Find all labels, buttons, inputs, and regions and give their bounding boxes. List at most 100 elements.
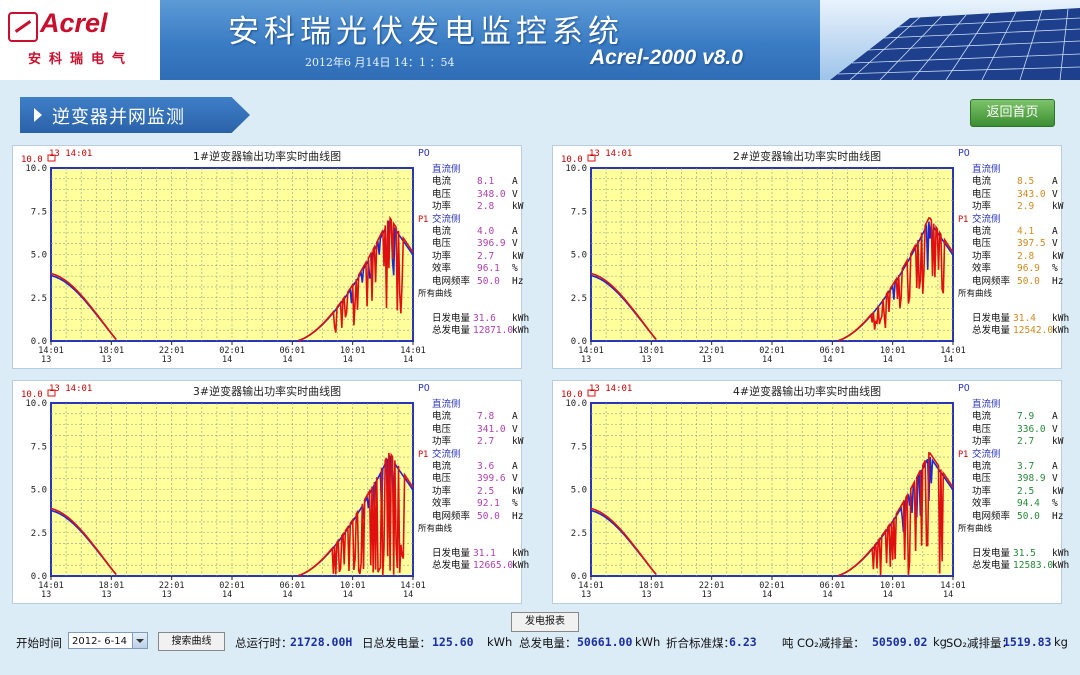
reading-ac-current: 电流 4.0 A: [418, 226, 521, 238]
coal-label: 折合标准煤：: [666, 636, 735, 650]
reading-dc-voltage: 电压 336.0 V: [958, 424, 1061, 436]
home-button[interactable]: 返回首页: [970, 99, 1055, 127]
reading-head-dc: 直流侧: [418, 164, 521, 176]
search-curve-button[interactable]: 搜索曲线: [158, 632, 225, 651]
reading-unit: V: [1052, 188, 1058, 200]
reading-value: 50.0: [477, 510, 500, 522]
reading-unit: A: [512, 176, 518, 188]
reading-label: 电压: [432, 238, 452, 250]
reading-unit: kW: [512, 436, 524, 448]
so2-value: 1519.83: [1003, 635, 1052, 649]
y-tick-label: 5.0: [571, 251, 587, 261]
reading-efficiency: 效率 94.4%: [958, 498, 1061, 510]
reading-unit: Hz: [1052, 275, 1064, 287]
ac-power-series: [590, 507, 657, 575]
chart-ymax-label: 10.0: [21, 155, 43, 165]
chevron-down-icon[interactable]: [132, 633, 147, 648]
reading-dc-voltage: 电压 348.0 V: [418, 189, 521, 201]
reading-value: 4.0: [477, 225, 495, 237]
reading-all-curves: 所有曲线: [958, 523, 1061, 535]
reading-value: 50.0: [477, 275, 500, 287]
co2-value: 50509.02: [872, 635, 928, 649]
y-tick-label: 5.0: [571, 486, 587, 496]
reading-head-ac: 交流侧 P1: [418, 214, 521, 226]
reading-unit: kW: [1052, 436, 1064, 448]
reading-unit: A: [512, 411, 518, 423]
daily-total-unit: kWh: [487, 635, 513, 649]
reading-label: 电流: [432, 176, 452, 188]
reading-unit: kW: [512, 485, 524, 497]
x-tick-label: 14:01: [400, 346, 426, 356]
reading-unit: kWh: [512, 560, 530, 572]
reading-unit: V: [512, 238, 518, 250]
reading-efficiency: 效率 92.1%: [418, 498, 521, 510]
reading-dc-current: 电流 8.1 A: [418, 176, 521, 188]
y-tick-label: 0.0: [571, 572, 587, 582]
so2-label: SO₂减排量：: [946, 636, 1013, 650]
reading-unit: kWh: [1052, 560, 1070, 572]
reading-dc-current: 电流 7.9 A: [958, 411, 1061, 423]
reading-label: 电流: [432, 460, 452, 472]
x-tick-day: 14: [762, 590, 772, 600]
reading-value: 12583.0: [1013, 560, 1054, 572]
x-tick-day: 14: [822, 590, 832, 600]
x-tick-label: 06:01: [820, 346, 846, 356]
reading-value: 3.7: [1017, 460, 1035, 472]
reading-value: 12665.0: [473, 560, 514, 572]
reading-value: 397.5: [1017, 238, 1046, 250]
reading-value: 12871.0: [473, 325, 514, 337]
reading-label: 总发电量: [972, 325, 1011, 337]
x-tick-day: 13: [702, 590, 712, 600]
reading-value: 96.9: [1017, 263, 1040, 275]
reading-value: 2.8: [477, 201, 495, 213]
ac-power-series: [298, 215, 414, 342]
reading-unit: %: [1052, 498, 1058, 510]
reading-unit: kWh: [512, 547, 530, 559]
ac-power-series: [590, 272, 657, 340]
reading-all-curves: 所有曲线: [418, 288, 521, 300]
reading-value: 336.0: [1017, 423, 1046, 435]
reading-dc-current: 电流 7.8 A: [418, 411, 521, 423]
y-tick-label: 0.0: [31, 572, 47, 582]
reading-unit: kWh: [512, 312, 530, 324]
x-tick-label: 10:01: [340, 346, 366, 356]
x-tick-day: 14: [883, 355, 893, 365]
x-tick-label: 06:01: [280, 581, 306, 591]
reading-label: 电网频率: [972, 275, 1011, 287]
reading-spacer: [958, 300, 1061, 312]
series-start-marker: [587, 154, 596, 162]
series-start-marker: [587, 389, 596, 397]
reading-group-label: 交流侧: [432, 448, 461, 460]
total-runtime-label: 总运行时：: [235, 636, 293, 650]
reading-value: 2.9: [1017, 201, 1035, 213]
report-button[interactable]: 发电报表: [511, 612, 579, 632]
reading-label: 电网频率: [432, 275, 471, 287]
chart-title: 1#逆变器输出功率实时曲线图: [192, 150, 342, 163]
x-tick-day: 14: [943, 590, 953, 600]
x-tick-label: 14:01: [578, 581, 604, 591]
total-runtime-value: 21728.00H: [290, 635, 353, 649]
x-tick-label: 06:01: [280, 346, 306, 356]
x-tick-day: 13: [641, 355, 651, 365]
p0-label: P0: [418, 148, 430, 159]
x-tick-day: 13: [41, 355, 51, 365]
coal-value: 6.23: [729, 635, 757, 649]
logo-text: Acrel: [40, 8, 108, 38]
x-tick-label: 10:01: [880, 581, 906, 591]
system-datetime: 2012年6 月14日 14：1 ：54: [305, 56, 455, 69]
arrow-right-icon: [34, 108, 42, 122]
footer-bar: 开始时间 2012- 6-14 搜索曲线 总运行时： 21728.00H 日总发…: [0, 630, 1080, 654]
reading-unit: %: [512, 498, 518, 510]
reading-spacer: [418, 300, 521, 312]
power-chart-2: 0.02.55.07.510.014:011318:011322:011302:…: [565, 154, 966, 365]
x-tick-label: 14:01: [940, 581, 966, 591]
y-tick-label: 5.0: [31, 251, 47, 261]
reading-head-ac: 交流侧 P1: [418, 449, 521, 461]
reading-daily: 日发电量 31.1 kWh: [418, 548, 529, 560]
reading-daily: 日发电量 31.4 kWh: [958, 313, 1069, 325]
chart-ymax-label: 10.0: [21, 390, 43, 400]
reading-ac-current: 电流 3.7 A: [958, 461, 1061, 473]
date-select[interactable]: 2012- 6-14: [68, 632, 148, 649]
reading-value: 92.1: [477, 498, 500, 510]
x-tick-day: 14: [282, 355, 292, 365]
